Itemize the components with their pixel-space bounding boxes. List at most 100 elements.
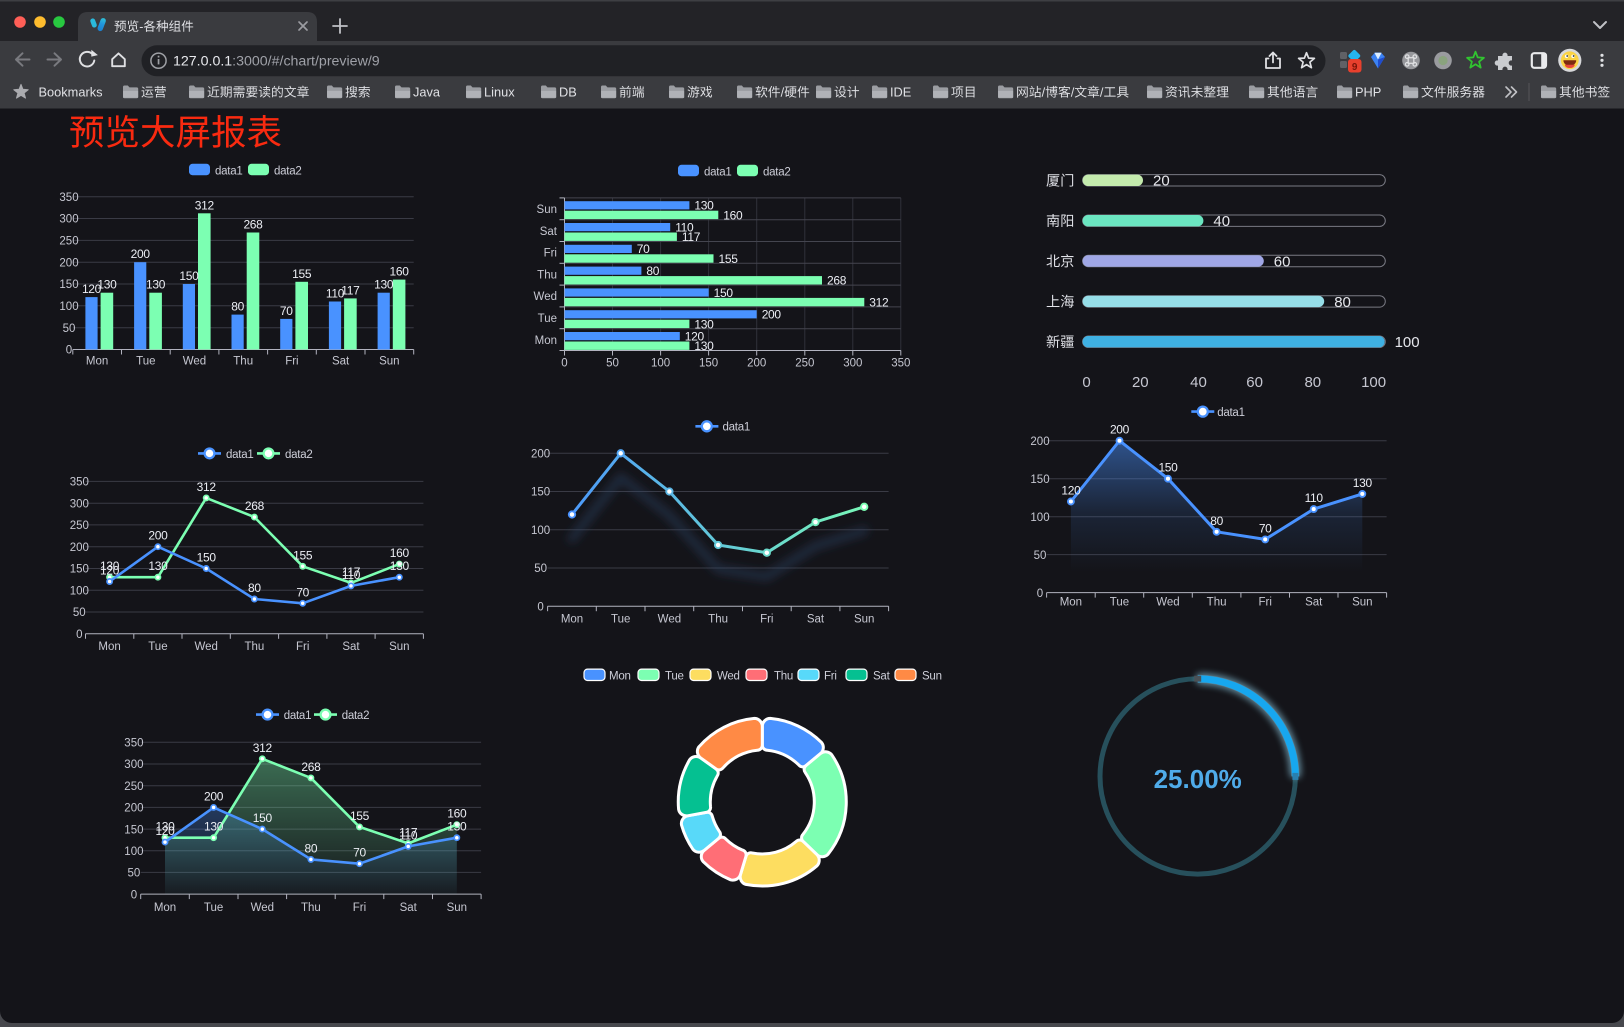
svg-text:Sun: Sun (389, 641, 409, 653)
svg-text:25.00%: 25.00% (1154, 764, 1242, 794)
svg-text:50: 50 (63, 323, 76, 335)
svg-text:DB: DB (559, 85, 577, 100)
svg-text:20: 20 (1132, 374, 1149, 391)
svg-text:200: 200 (762, 308, 782, 322)
svg-text:80: 80 (231, 300, 244, 314)
svg-text:Tue: Tue (1110, 596, 1129, 608)
svg-text:Mon: Mon (1060, 596, 1082, 608)
svg-text:Sat: Sat (807, 613, 825, 625)
svg-text:160: 160 (390, 265, 410, 279)
svg-text:70: 70 (353, 846, 366, 860)
svg-text:70: 70 (1259, 521, 1272, 535)
svg-text:110: 110 (399, 828, 418, 842)
svg-text:data1: data1 (1217, 407, 1245, 419)
svg-text:130: 130 (447, 820, 467, 834)
svg-text:268: 268 (301, 760, 321, 774)
svg-text:155: 155 (719, 252, 739, 266)
svg-text:150: 150 (699, 358, 718, 370)
svg-text:100: 100 (531, 525, 550, 537)
svg-text:155: 155 (292, 267, 312, 281)
svg-text:100: 100 (70, 586, 89, 598)
svg-text:Wed: Wed (534, 291, 557, 303)
svg-text:200: 200 (59, 257, 78, 269)
svg-text:Tue: Tue (611, 613, 630, 625)
svg-text:Fri: Fri (760, 613, 773, 625)
svg-text:155: 155 (293, 548, 313, 562)
svg-text:Sat: Sat (342, 641, 360, 653)
svg-text:data1: data1 (723, 422, 751, 434)
svg-text:150: 150 (714, 286, 734, 300)
svg-text:312: 312 (197, 480, 217, 494)
svg-text:312: 312 (195, 198, 215, 212)
svg-text:130: 130 (155, 820, 175, 834)
svg-text:80: 80 (1210, 514, 1223, 528)
svg-text:80: 80 (646, 264, 659, 278)
svg-text:350: 350 (891, 358, 910, 370)
svg-text:60: 60 (1274, 253, 1291, 270)
svg-text:data2: data2 (285, 449, 313, 461)
svg-text:Tue: Tue (665, 671, 684, 683)
svg-text:Sun: Sun (1352, 596, 1372, 608)
svg-text:250: 250 (70, 520, 89, 532)
svg-text:data1: data1 (226, 449, 254, 461)
svg-text:150: 150 (179, 269, 199, 283)
svg-text:130: 130 (694, 199, 714, 213)
svg-text:130: 130 (1353, 476, 1373, 490)
svg-text:300: 300 (70, 498, 89, 510)
svg-text:350: 350 (59, 192, 78, 204)
svg-text:110: 110 (675, 220, 694, 234)
svg-text:60: 60 (1246, 374, 1263, 391)
svg-text:Mon: Mon (98, 641, 120, 653)
svg-text:250: 250 (795, 358, 814, 370)
svg-text:Sat: Sat (1305, 596, 1323, 608)
svg-text:Mon: Mon (154, 902, 176, 914)
svg-text:130: 130 (204, 820, 224, 834)
svg-text:50: 50 (534, 563, 547, 575)
svg-text:312: 312 (253, 741, 273, 755)
svg-text:Tue: Tue (136, 356, 155, 368)
svg-text:0: 0 (76, 629, 82, 641)
svg-text:300: 300 (843, 358, 862, 370)
svg-text:Wed: Wed (183, 356, 206, 368)
svg-text:200: 200 (1110, 423, 1130, 437)
svg-text:Mon: Mon (86, 356, 108, 368)
svg-text:350: 350 (124, 738, 143, 750)
svg-text:100: 100 (651, 358, 670, 370)
svg-text:100: 100 (124, 846, 143, 858)
svg-text:120: 120 (685, 329, 705, 343)
svg-text:Sat: Sat (332, 356, 350, 368)
svg-text:0: 0 (66, 345, 72, 357)
svg-text:127.0.0.1:3000/#/chart/preview: 127.0.0.1:3000/#/chart/preview/9 (173, 54, 380, 70)
svg-text:data2: data2 (342, 710, 370, 722)
svg-text:Thu: Thu (708, 613, 728, 625)
svg-text:IDE: IDE (890, 85, 911, 100)
svg-text:Wed: Wed (194, 641, 217, 653)
svg-text:250: 250 (59, 236, 78, 248)
svg-text:117: 117 (341, 283, 360, 297)
svg-text:200: 200 (131, 247, 151, 261)
svg-text:130: 130 (146, 278, 166, 292)
svg-text:Mon: Mon (535, 335, 557, 347)
svg-text:0: 0 (1037, 588, 1043, 600)
svg-text:data2: data2 (274, 165, 302, 177)
svg-text:250: 250 (124, 781, 143, 793)
svg-text:200: 200 (1030, 436, 1049, 448)
svg-text:130: 130 (390, 559, 410, 573)
svg-text:Bookmarks: Bookmarks (39, 85, 103, 100)
svg-text:40: 40 (1213, 213, 1230, 230)
svg-text:120: 120 (82, 282, 102, 296)
svg-text:160: 160 (447, 807, 467, 821)
svg-text:Wed: Wed (658, 613, 681, 625)
svg-text:200: 200 (124, 803, 143, 815)
svg-text:Sun: Sun (854, 613, 874, 625)
svg-text:120: 120 (1061, 484, 1081, 498)
svg-text:Thu: Thu (1207, 596, 1227, 608)
svg-text:268: 268 (245, 499, 265, 513)
svg-text:100: 100 (1361, 374, 1386, 391)
svg-text:160: 160 (723, 208, 743, 222)
svg-text:80: 80 (1334, 294, 1351, 311)
svg-text:Wed: Wed (251, 902, 274, 914)
svg-text:268: 268 (243, 218, 263, 232)
svg-text:80: 80 (248, 581, 261, 595)
svg-text:Thu: Thu (233, 356, 253, 368)
